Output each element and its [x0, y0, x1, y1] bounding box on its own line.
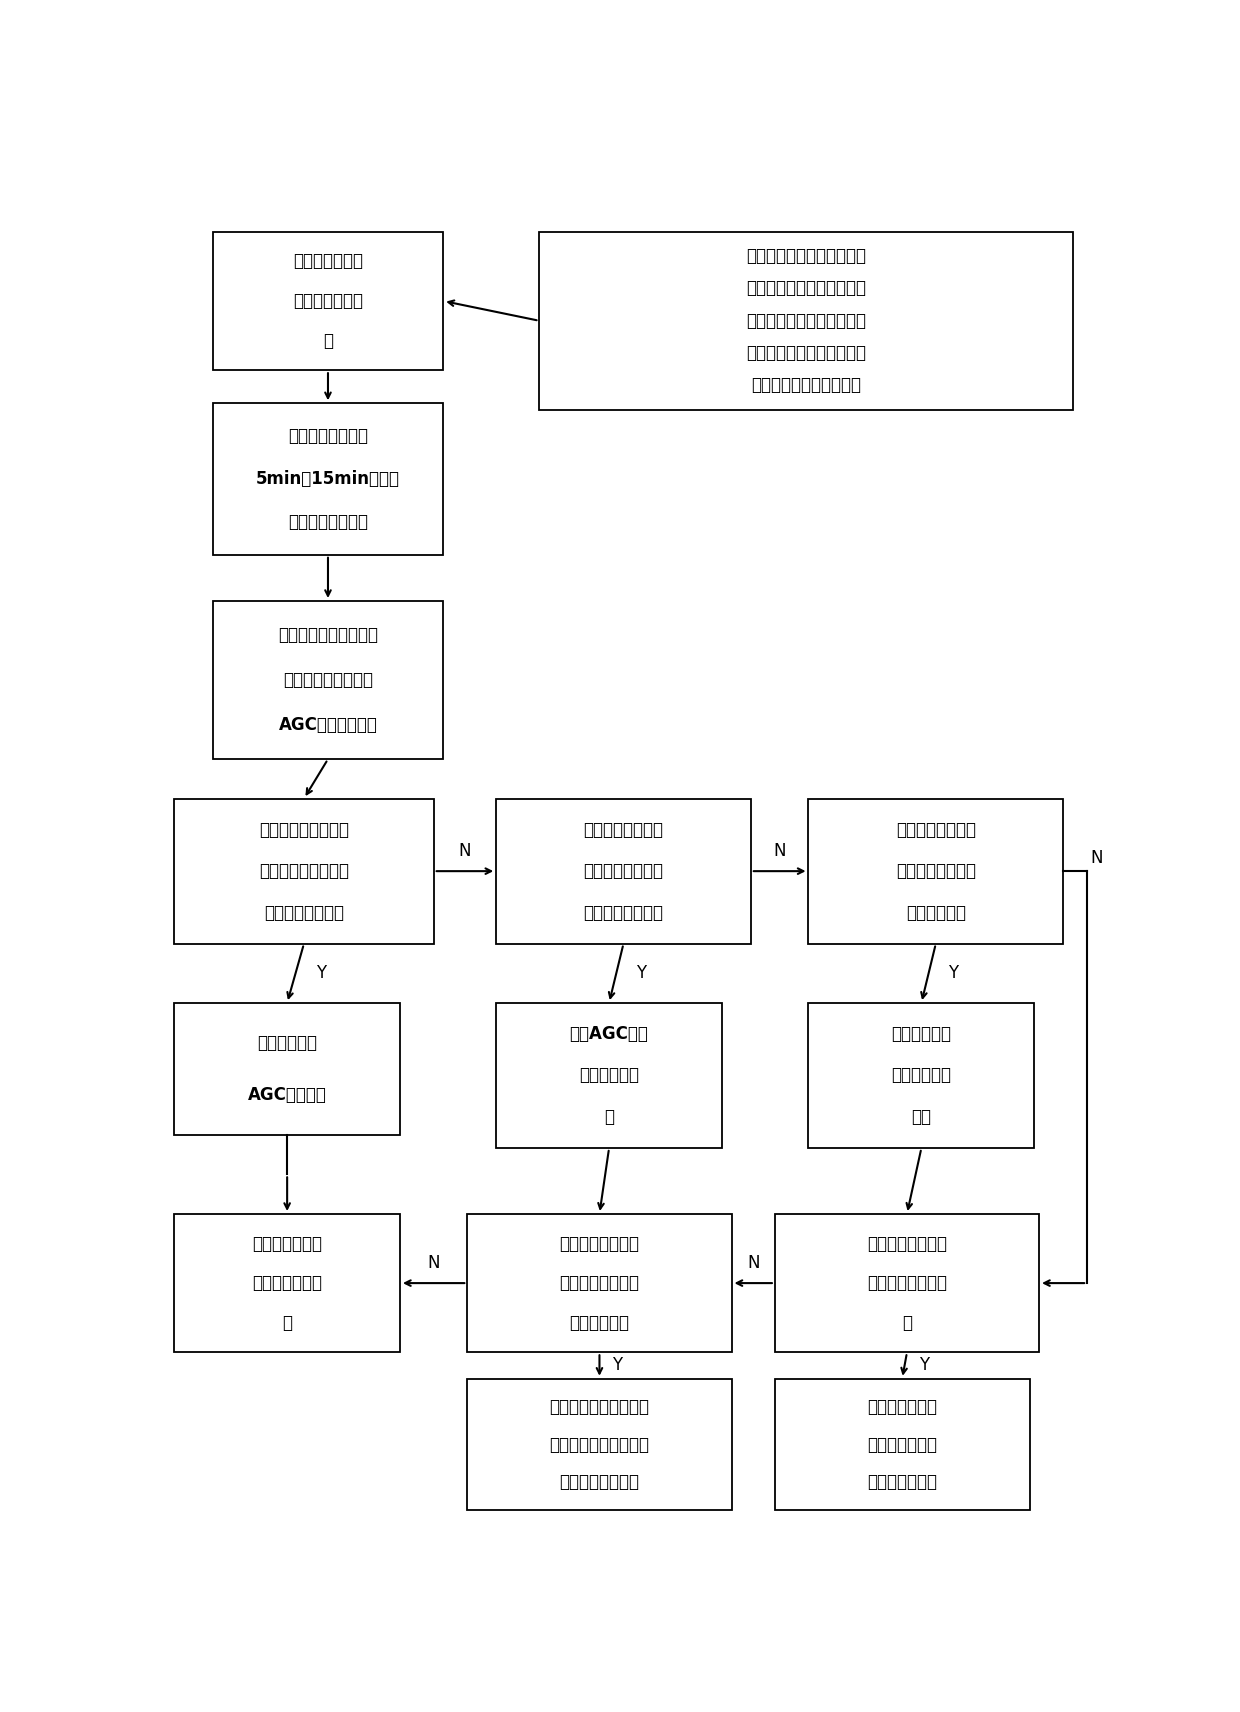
Bar — [496, 1003, 722, 1149]
Text: N: N — [428, 1255, 440, 1272]
Text: 求: 求 — [901, 1313, 911, 1332]
Text: 总负荷和总风电出力预测曲: 总负荷和总风电出力预测曲 — [746, 279, 866, 298]
Text: （反）向波动数值: （反）向波动数值 — [288, 514, 368, 531]
Text: 输出各机组的: 输出各机组的 — [892, 1025, 951, 1043]
Text: Y: Y — [919, 1356, 929, 1375]
Text: 装置达到电力平: 装置达到电力平 — [252, 1274, 322, 1293]
Text: N: N — [459, 842, 471, 861]
Text: 线: 线 — [322, 332, 334, 349]
Bar — [174, 1214, 401, 1352]
Text: 分配量和抽蓄: 分配量和抽蓄 — [892, 1067, 951, 1084]
Bar — [213, 231, 444, 370]
Bar — [213, 404, 444, 555]
Text: 获取调度口径的超短期全网: 获取调度口径的超短期全网 — [746, 247, 866, 265]
Text: 量: 量 — [604, 1108, 614, 1126]
Text: 判断系统的快速可调: 判断系统的快速可调 — [259, 820, 348, 839]
Text: Y: Y — [611, 1356, 621, 1375]
Text: 足净负荷平衡需求: 足净负荷平衡需求 — [584, 904, 663, 921]
Text: 出力: 出力 — [911, 1108, 931, 1126]
Text: 叠加弃水弃风是否: 叠加弃水弃风是否 — [867, 1234, 947, 1253]
Text: 配量、抽蓄出力: 配量、抽蓄出力 — [867, 1436, 937, 1453]
Text: AGC的调整量: AGC的调整量 — [248, 1085, 326, 1104]
Text: 计算净负荷曲线的: 计算净负荷曲线的 — [288, 426, 368, 445]
Text: 输出AGC及其: 输出AGC及其 — [569, 1025, 649, 1043]
Text: 输出需要动作: 输出需要动作 — [257, 1034, 317, 1051]
Text: 5min和15min最大正: 5min和15min最大正 — [255, 471, 401, 488]
Text: 节能力是否满足净负: 节能力是否满足净负 — [259, 863, 348, 880]
Bar — [539, 231, 1073, 409]
Text: 的净负荷预测曲: 的净负荷预测曲 — [293, 293, 363, 310]
Bar — [496, 798, 750, 943]
Bar — [808, 1003, 1034, 1149]
Text: 满足净负荷平衡需: 满足净负荷平衡需 — [867, 1274, 947, 1293]
Text: 启动系统的稳控: 启动系统的稳控 — [252, 1234, 322, 1253]
Text: 他机组的分配: 他机组的分配 — [579, 1067, 639, 1084]
Bar — [467, 1378, 732, 1510]
Text: Y: Y — [636, 964, 646, 983]
Bar — [174, 798, 434, 943]
Text: 负荷平衡需求: 负荷平衡需求 — [569, 1313, 630, 1332]
Text: N: N — [746, 1255, 759, 1272]
Text: 输出各机组分配量、抽: 输出各机组分配量、抽 — [549, 1399, 650, 1416]
Bar — [808, 798, 1063, 943]
Text: 以及弃风弃水量: 以及弃风弃水量 — [867, 1474, 937, 1491]
Text: 速调节能力（主要是: 速调节能力（主要是 — [283, 671, 373, 688]
Text: 衡: 衡 — [283, 1313, 293, 1332]
Text: N: N — [774, 842, 786, 861]
Text: 叠加抽水蓄能的可: 叠加抽水蓄能的可 — [895, 820, 976, 839]
Text: AGC的调节能力）: AGC的调节能力） — [279, 716, 377, 734]
Bar — [174, 1003, 401, 1135]
Text: 负荷平衡需求: 负荷平衡需求 — [905, 904, 966, 921]
Bar — [775, 1214, 1039, 1352]
Bar — [775, 1378, 1029, 1510]
Bar — [467, 1214, 732, 1352]
Text: 取联络线计划和安全边界: 取联络线计划和安全边界 — [751, 377, 861, 394]
Bar — [213, 601, 444, 758]
Text: 蓄出力、弃风弃水以及: 蓄出力、弃风弃水以及 — [549, 1436, 650, 1453]
Text: 的运行状态和可调整量，获: 的运行状态和可调整量，获 — [746, 344, 866, 363]
Text: 输出各机组的分: 输出各机组的分 — [867, 1399, 937, 1416]
Text: 调整量是否满足净: 调整量是否满足净 — [559, 1274, 640, 1293]
Text: Y: Y — [949, 964, 959, 983]
Text: 荷曲线的平衡需求: 荷曲线的平衡需求 — [264, 904, 343, 921]
Text: 调出力是否满足净: 调出力是否满足净 — [895, 863, 976, 880]
Text: 节能力判断是否满: 节能力判断是否满 — [584, 863, 663, 880]
Text: Y: Y — [316, 964, 326, 983]
Text: N: N — [1090, 849, 1104, 866]
Text: 叠加联络线许可的: 叠加联络线许可的 — [559, 1234, 640, 1253]
Text: 分析系统各类资源的快: 分析系统各类资源的快 — [278, 627, 378, 644]
Text: 计算全网超短期: 计算全网超短期 — [293, 252, 363, 270]
Text: 线，获取调度辖区内各机组: 线，获取调度辖区内各机组 — [746, 312, 866, 330]
Text: 叠加其他机组可调: 叠加其他机组可调 — [584, 820, 663, 839]
Text: 联络线许可调整量: 联络线许可调整量 — [559, 1474, 640, 1491]
